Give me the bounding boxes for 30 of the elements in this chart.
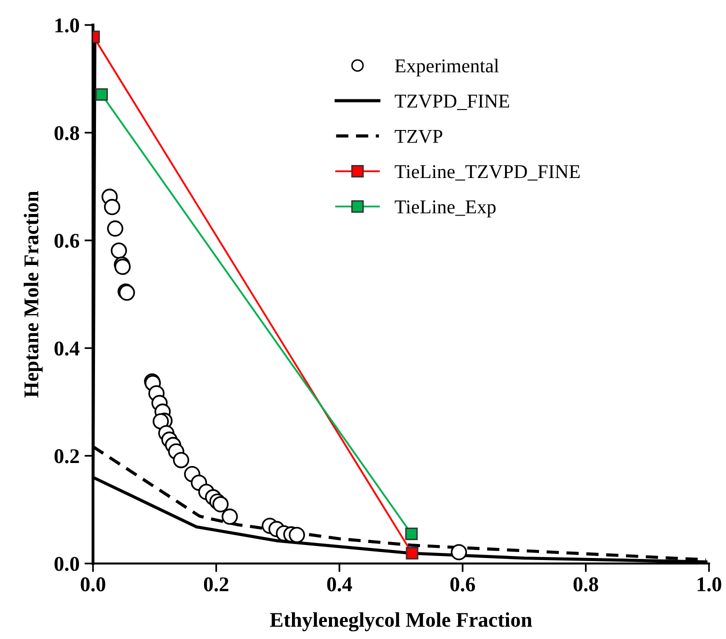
y-tick-label: 0.6 xyxy=(54,234,80,248)
point xyxy=(288,526,306,544)
x-tick-label: 0.4 xyxy=(327,577,352,592)
point xyxy=(95,88,108,101)
point xyxy=(152,413,169,430)
point xyxy=(212,496,229,512)
legend-label: Experimental xyxy=(395,58,499,76)
point xyxy=(104,198,120,216)
y-tick-label: 0.0 xyxy=(54,556,80,572)
point xyxy=(450,544,468,560)
x-tick-label: 1.0 xyxy=(698,577,722,592)
legend-label: TieLine_TZVPD_FINE xyxy=(394,165,580,181)
y-tick-label: 1.0 xyxy=(55,18,80,33)
point xyxy=(405,528,418,540)
legend-label: TZVPD_FINE xyxy=(394,94,510,110)
y-axis-title: Heptane Mole Fraction xyxy=(24,191,43,398)
y-tick-label: 0.8 xyxy=(54,126,80,140)
point xyxy=(110,242,127,259)
y-tick-label: 0.2 xyxy=(54,449,79,464)
x-tick-label: 0.8 xyxy=(574,577,598,592)
x-axis-title: Ethyleneglycol Mole Fraction xyxy=(270,612,532,632)
point xyxy=(107,220,124,237)
x-tick-label: 0.2 xyxy=(204,577,228,592)
y-tick-label: 0.4 xyxy=(54,341,80,356)
x-tick-label: 0.0 xyxy=(80,577,106,592)
x-tick-label: 0.6 xyxy=(450,577,476,592)
legend-label: TieLine_Exp xyxy=(394,200,496,218)
point xyxy=(222,508,238,525)
legend-label: TZVP xyxy=(394,130,442,144)
point xyxy=(172,452,190,468)
